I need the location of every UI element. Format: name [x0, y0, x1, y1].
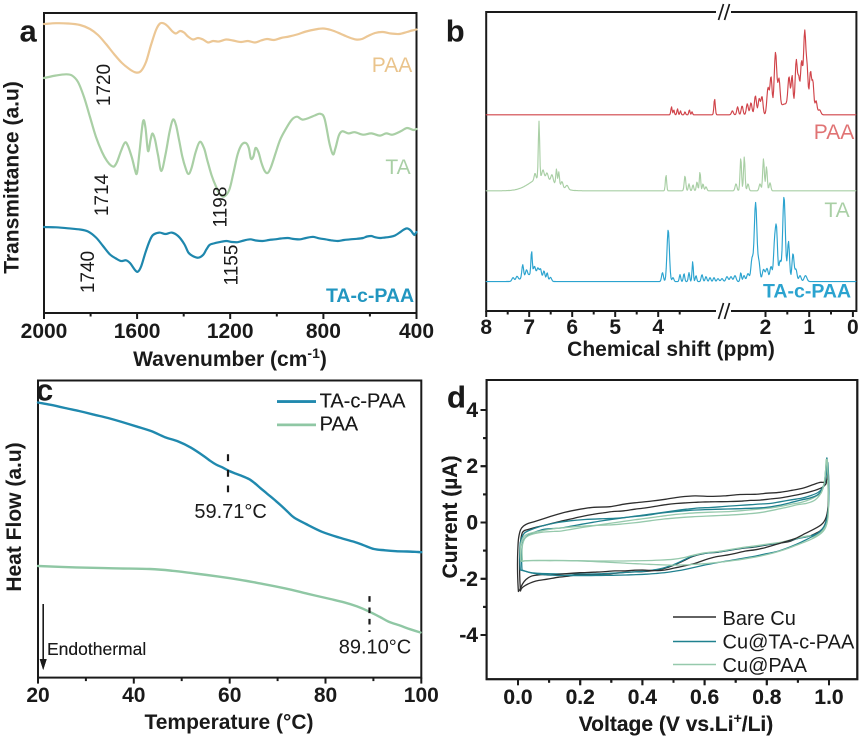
svg-text:-2: -2 — [459, 568, 478, 591]
svg-text:1740: 1740 — [78, 251, 99, 293]
svg-text:PAA: PAA — [372, 54, 412, 77]
svg-text:PAA: PAA — [814, 121, 854, 144]
svg-text:Wavenumber (cm-1): Wavenumber (cm-1) — [133, 345, 327, 371]
svg-text:Endothermal: Endothermal — [47, 639, 146, 659]
svg-text:0: 0 — [466, 512, 478, 535]
svg-text:1600: 1600 — [114, 320, 161, 343]
svg-text:Current (µA): Current (µA) — [439, 456, 462, 579]
svg-text:Bare Cu: Bare Cu — [723, 608, 796, 630]
svg-text:TA: TA — [824, 199, 849, 222]
svg-text:0.2: 0.2 — [566, 686, 595, 709]
svg-text:b: b — [446, 13, 465, 48]
svg-text:2000: 2000 — [21, 320, 68, 343]
svg-text:TA-c-PAA: TA-c-PAA — [320, 391, 407, 413]
svg-text:Chemical shift (ppm): Chemical shift (ppm) — [567, 338, 775, 361]
svg-text:0.6: 0.6 — [690, 686, 719, 709]
svg-text:0.4: 0.4 — [628, 686, 658, 709]
svg-text:1.0: 1.0 — [814, 686, 843, 709]
svg-text:59.71°C: 59.71°C — [194, 501, 267, 523]
svg-text:-4: -4 — [459, 624, 478, 647]
svg-text:6: 6 — [566, 316, 578, 339]
svg-text:20: 20 — [26, 684, 49, 707]
svg-text:1198: 1198 — [211, 187, 232, 228]
svg-text:a: a — [20, 14, 38, 49]
svg-text:7: 7 — [523, 316, 535, 339]
svg-text:d: d — [447, 380, 466, 415]
svg-text:0.2: 0.2 — [566, 686, 595, 709]
svg-text:Heat Flow (a.u): Heat Flow (a.u) — [3, 442, 26, 591]
svg-text:c: c — [36, 373, 53, 408]
svg-text:2: 2 — [760, 316, 772, 339]
svg-text:-2: -2 — [459, 568, 478, 591]
svg-text:0.0: 0.0 — [503, 686, 532, 709]
svg-text:8: 8 — [480, 316, 492, 339]
svg-text:TA-c-PAA: TA-c-PAA — [320, 391, 407, 413]
svg-text:1: 1 — [803, 316, 815, 339]
svg-text:400: 400 — [399, 320, 434, 343]
svg-text:0: 0 — [847, 316, 859, 339]
svg-text:PAA: PAA — [320, 414, 359, 436]
svg-text:0.4: 0.4 — [628, 686, 658, 709]
svg-text:d: d — [447, 380, 466, 415]
svg-text:800: 800 — [306, 320, 341, 343]
svg-text:1155: 1155 — [222, 245, 243, 286]
svg-text:0.0: 0.0 — [503, 686, 532, 709]
svg-text:40: 40 — [122, 684, 145, 707]
svg-text:Transmittance (a.u): Transmittance (a.u) — [0, 81, 23, 274]
svg-text:Temperature (°C): Temperature (°C) — [144, 711, 313, 734]
svg-text:Voltage (V vs.Li+/Li): Voltage (V vs.Li+/Li) — [579, 710, 774, 736]
svg-text:5: 5 — [609, 316, 621, 339]
svg-text:4: 4 — [466, 399, 478, 422]
svg-text:1.0: 1.0 — [814, 686, 843, 709]
svg-text:4: 4 — [652, 316, 664, 339]
svg-text:100: 100 — [404, 684, 439, 707]
svg-text:2: 2 — [466, 455, 478, 478]
svg-text:60: 60 — [218, 684, 241, 707]
svg-text:80: 80 — [314, 684, 337, 707]
svg-text:1714: 1714 — [92, 173, 113, 216]
svg-text:Voltage (V vs.Li+/Li): Voltage (V vs.Li+/Li) — [579, 710, 774, 736]
svg-text:PAA: PAA — [320, 414, 359, 436]
svg-text:Current (µA): Current (µA) — [439, 456, 462, 579]
svg-text:2: 2 — [466, 455, 478, 478]
svg-text:0.6: 0.6 — [690, 686, 719, 709]
svg-text:0: 0 — [466, 512, 478, 535]
svg-text:Cu@PAA: Cu@PAA — [723, 655, 808, 677]
svg-text:1720: 1720 — [94, 64, 115, 106]
svg-text:Endothermal: Endothermal — [47, 639, 146, 659]
svg-text:-4: -4 — [459, 624, 478, 647]
svg-text:4: 4 — [466, 399, 478, 422]
svg-text:0.8: 0.8 — [752, 686, 782, 709]
svg-text:89.10°C: 89.10°C — [339, 637, 412, 659]
svg-text:1200: 1200 — [207, 320, 254, 343]
svg-text:TA-c-PAA: TA-c-PAA — [326, 285, 414, 307]
svg-text:TA-c-PAA: TA-c-PAA — [763, 281, 851, 303]
svg-text:0.8: 0.8 — [752, 686, 782, 709]
svg-text:Cu@TA-c-PAA: Cu@TA-c-PAA — [723, 632, 855, 654]
svg-text:TA: TA — [385, 156, 410, 179]
